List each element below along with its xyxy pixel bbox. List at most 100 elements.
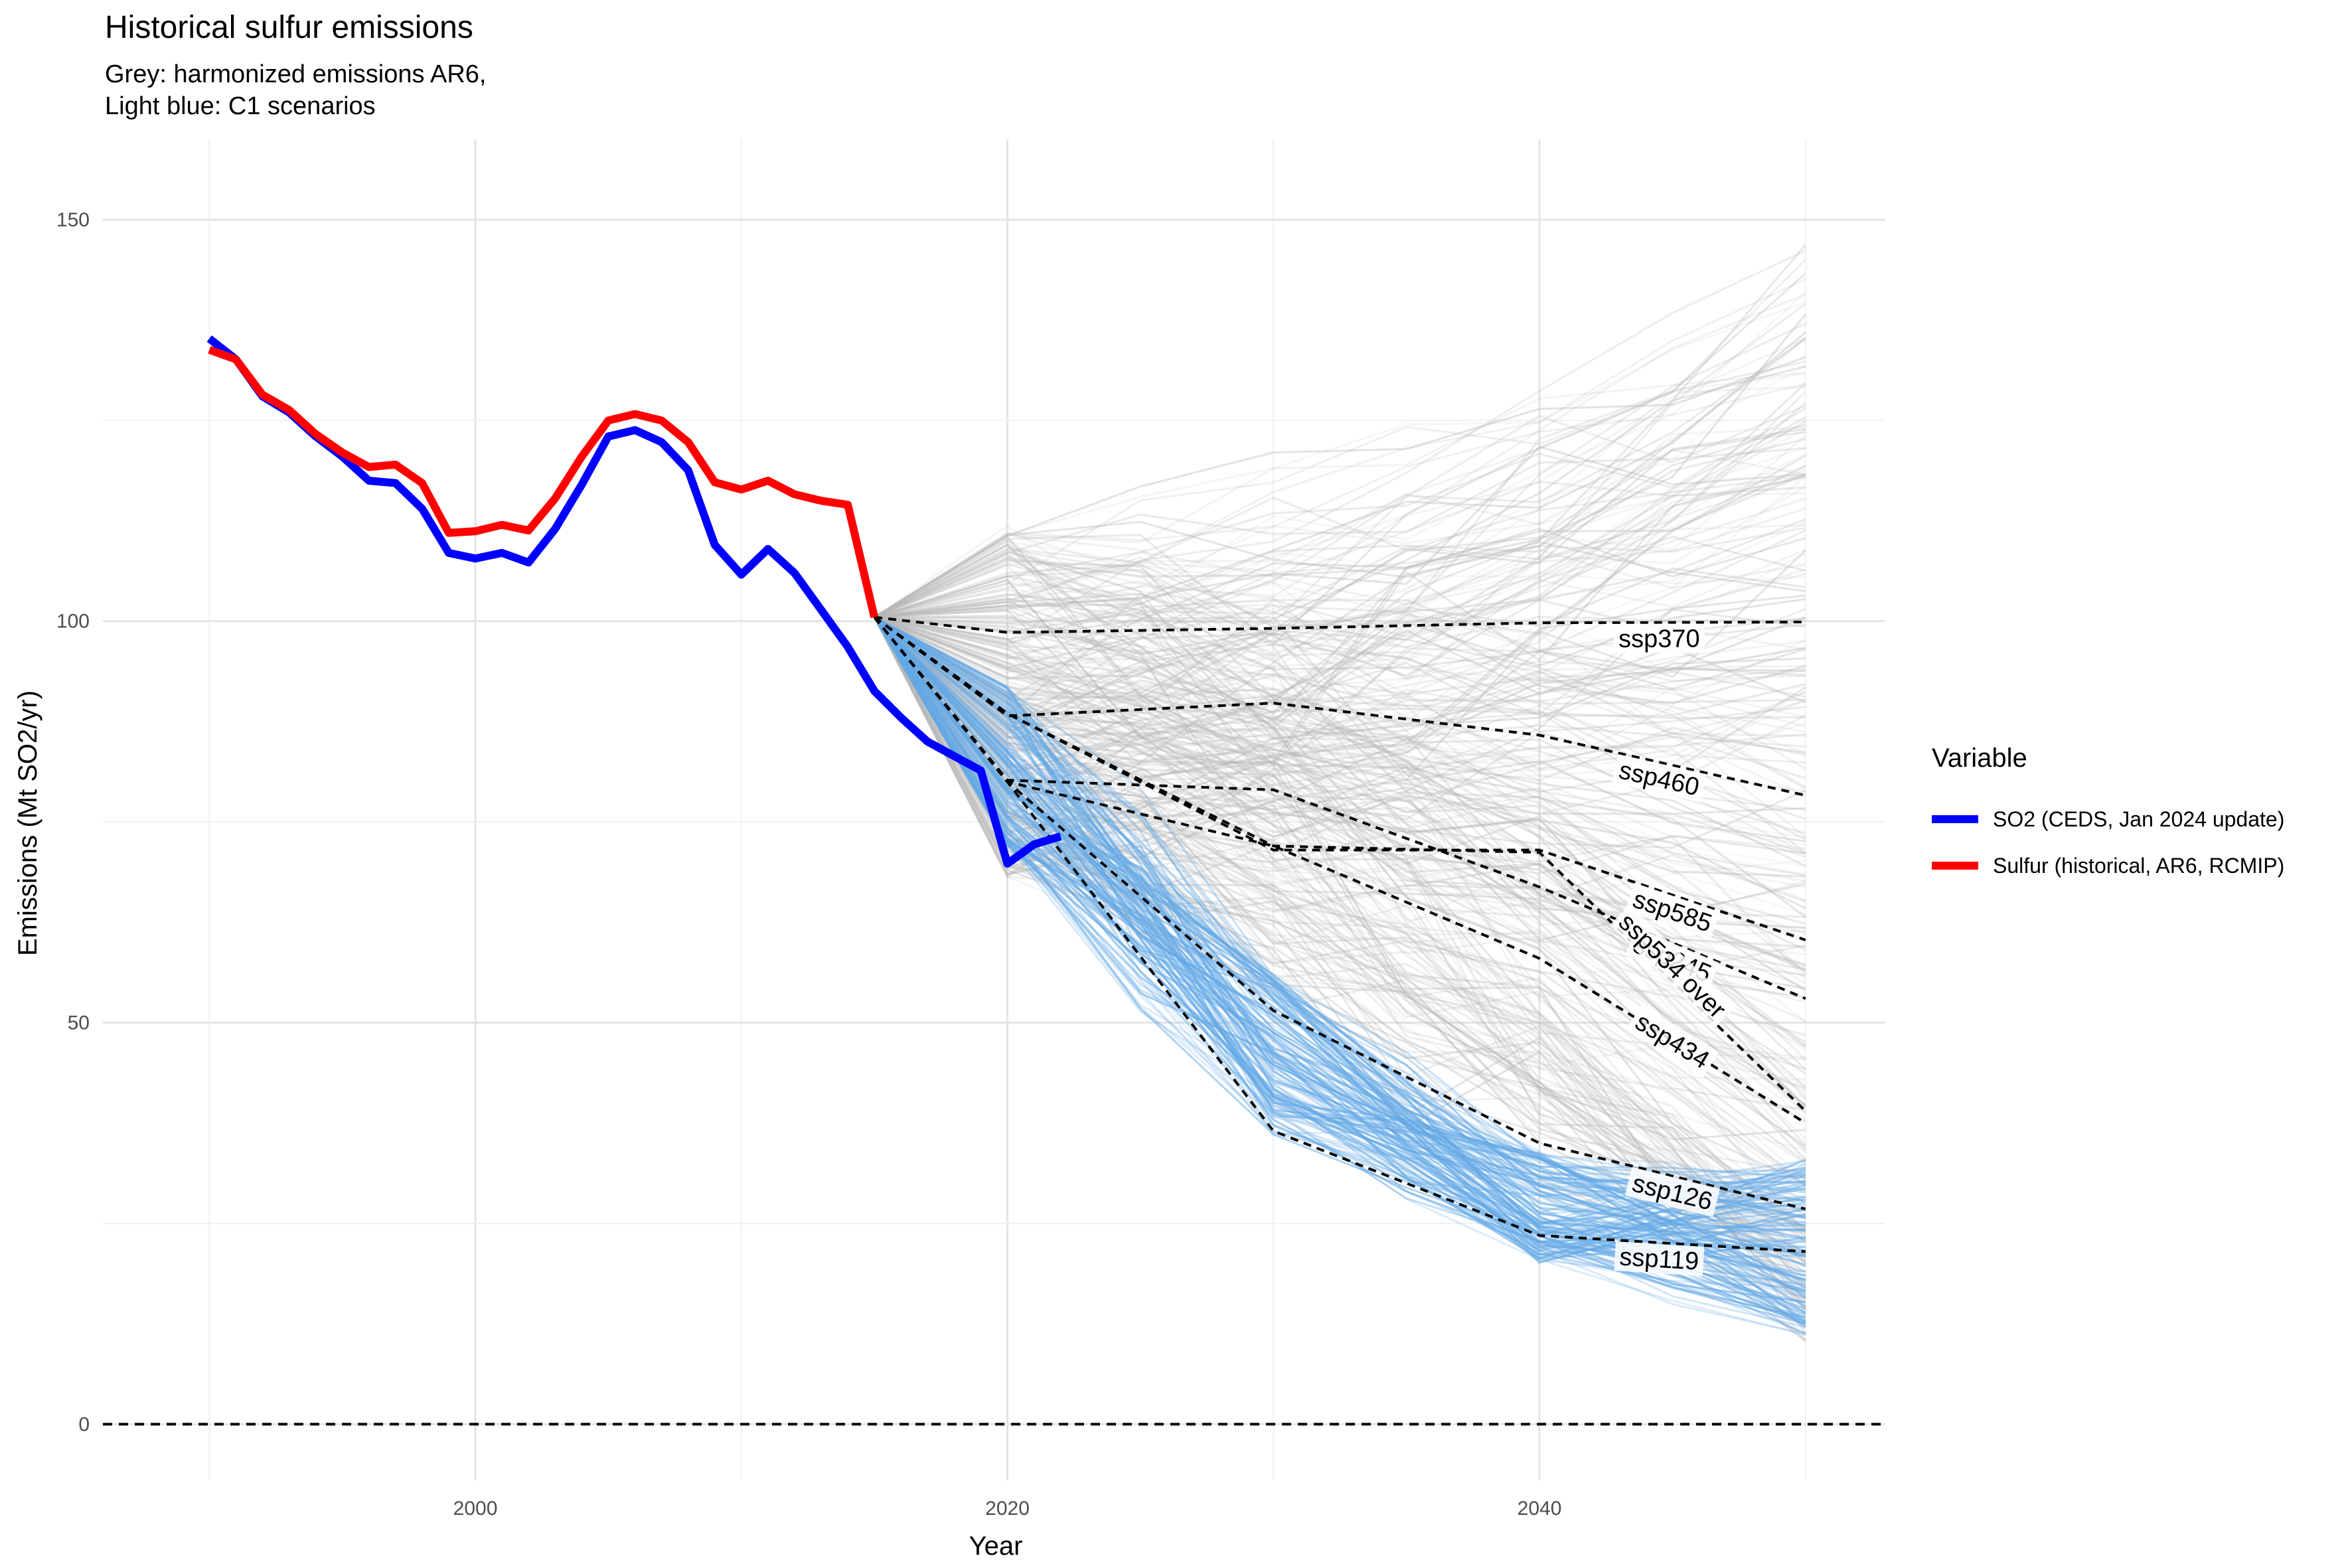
grey-scenario-line xyxy=(874,301,1806,618)
grey-scenario-line xyxy=(874,588,1806,1257)
grey-scenario-line xyxy=(874,407,1806,619)
ssp-label-ssp370: ssp370 xyxy=(1618,625,1700,653)
grey-scenario-line xyxy=(874,371,1806,618)
c1-scenario-line xyxy=(874,616,1806,1321)
legend-item-so2: SO2 (CEDS, Jan 2024 update) xyxy=(1932,796,2284,842)
c1-scenario-line xyxy=(874,616,1806,1328)
grey-scenario-line xyxy=(874,475,1806,795)
grey-scenario-line xyxy=(874,616,1807,1323)
grey-scenario-line xyxy=(874,424,1806,740)
grey-scenario-line xyxy=(874,616,1806,878)
c1-scenario-line xyxy=(873,616,1806,1287)
grey-scenario-line xyxy=(874,616,1806,1100)
grey-scenario-line xyxy=(874,428,1806,681)
chart-title: Historical sulfur emissions xyxy=(105,10,473,45)
grey-scenario-line xyxy=(873,453,1806,810)
grey-scenario-line xyxy=(874,616,1806,1216)
grey-scenario-line xyxy=(874,550,1806,838)
c1-scenario-line xyxy=(874,616,1806,1256)
grey-scenario-line xyxy=(873,616,1806,819)
grey-scenario-line xyxy=(874,616,1806,737)
grey-scenario-line xyxy=(874,603,1806,682)
grey-scenario-line xyxy=(873,616,1806,842)
grey-scenario-line xyxy=(874,616,1806,1111)
grey-scenario-line xyxy=(874,616,1806,733)
grey-scenario-line xyxy=(874,616,1806,815)
grey-scenario-line xyxy=(874,431,1806,675)
grey-scenario-line xyxy=(874,616,1806,786)
c1-scenario-line xyxy=(873,616,1806,1258)
c1-scenario-line xyxy=(874,616,1806,1250)
grey-scenario-line xyxy=(874,445,1806,619)
grey-scenario-line xyxy=(874,420,1806,641)
grey-scenario-line xyxy=(874,616,1806,1300)
grey-scenario-line xyxy=(874,467,1806,674)
grey-scenario-line xyxy=(874,540,1806,1180)
grey-scenario-line xyxy=(874,558,1806,976)
grey-scenario-line xyxy=(874,616,1806,1232)
y-tick-label: 100 xyxy=(56,611,90,633)
grey-scenario-line xyxy=(874,437,1806,645)
grey-scenario-line xyxy=(874,616,1806,1285)
grey-scenario-line xyxy=(874,568,1806,705)
c1-scenario-line xyxy=(874,616,1806,1233)
grey-scenario-line xyxy=(874,526,1806,656)
grey-scenario-line xyxy=(874,543,1806,1195)
grey-scenario-line xyxy=(874,610,1806,704)
grey-scenario-line xyxy=(874,616,1806,770)
so2-ceds-line xyxy=(206,335,1062,868)
c1-scenario-line xyxy=(873,616,1806,1255)
grey-scenario-line xyxy=(873,617,1806,1206)
grey-scenario-line xyxy=(874,616,1806,1254)
c1-scenario-line xyxy=(874,616,1806,1200)
c1-scenario-line xyxy=(873,616,1806,1292)
ssp-line-ssp585 xyxy=(874,616,1806,941)
grey-scenario-line xyxy=(874,616,1806,867)
grey-scenario-line xyxy=(874,616,1806,1181)
c1-scenario-line xyxy=(873,616,1806,1233)
grey-scenario-line xyxy=(874,616,1806,714)
grey-scenario-line xyxy=(873,616,1806,823)
grey-scenario-line xyxy=(873,616,1806,1107)
grey-scenario-line xyxy=(874,293,1806,620)
grey-scenario-line xyxy=(874,486,1806,758)
grey-scenario-line xyxy=(874,597,1806,754)
grey-scenario-line xyxy=(874,583,1806,1219)
grey-scenario-line xyxy=(874,616,1806,751)
grey-scenario-line xyxy=(874,586,1806,673)
grey-scenario-line xyxy=(874,518,1806,695)
grey-scenario-line xyxy=(874,616,1806,1184)
grey-scenario-line xyxy=(873,616,1806,1081)
c1-scenario-line xyxy=(874,616,1806,1289)
grey-scenario-line xyxy=(874,616,1806,929)
grey-scenario-line xyxy=(873,616,1806,864)
y-tick-label: 0 xyxy=(78,1413,90,1435)
grey-scenario-line xyxy=(874,473,1806,769)
ssp-label-background xyxy=(1626,1004,1719,1077)
grey-scenario-line xyxy=(874,609,1806,698)
grey-scenario-line xyxy=(874,386,1806,619)
grey-scenario-line xyxy=(873,616,1806,812)
grey-scenario-line xyxy=(874,611,1806,690)
ssp-label-background xyxy=(1614,623,1705,654)
grey-scenario-line xyxy=(874,272,1806,718)
ssp-label-background xyxy=(1609,903,1735,1028)
grey-scenario-line xyxy=(874,616,1806,1308)
grey-scenario-line xyxy=(874,469,1806,671)
grey-scenario-line xyxy=(874,567,1806,637)
grey-scenario-line xyxy=(873,616,1806,1241)
grey-scenario-line xyxy=(874,616,1807,1247)
c1-scenario-line xyxy=(874,616,1806,1267)
sulfur-historical-line xyxy=(208,346,879,619)
grid-lines: 2000 2020 2040 0 50 100 150 xyxy=(56,139,1885,1520)
grey-scenario-line xyxy=(874,616,1806,1292)
grey-scenario-line xyxy=(874,331,1806,619)
c1-scenario-line xyxy=(874,616,1806,1273)
grey-scenario-line xyxy=(874,575,1806,855)
grey-scenario-line xyxy=(874,278,1806,619)
grey-scenario-line xyxy=(874,447,1806,619)
c1-scenario-line xyxy=(873,616,1806,1243)
legend: Variable SO2 (CEDS, Jan 2024 update) Sul… xyxy=(1932,744,2284,889)
grey-scenario-line xyxy=(874,616,1806,974)
